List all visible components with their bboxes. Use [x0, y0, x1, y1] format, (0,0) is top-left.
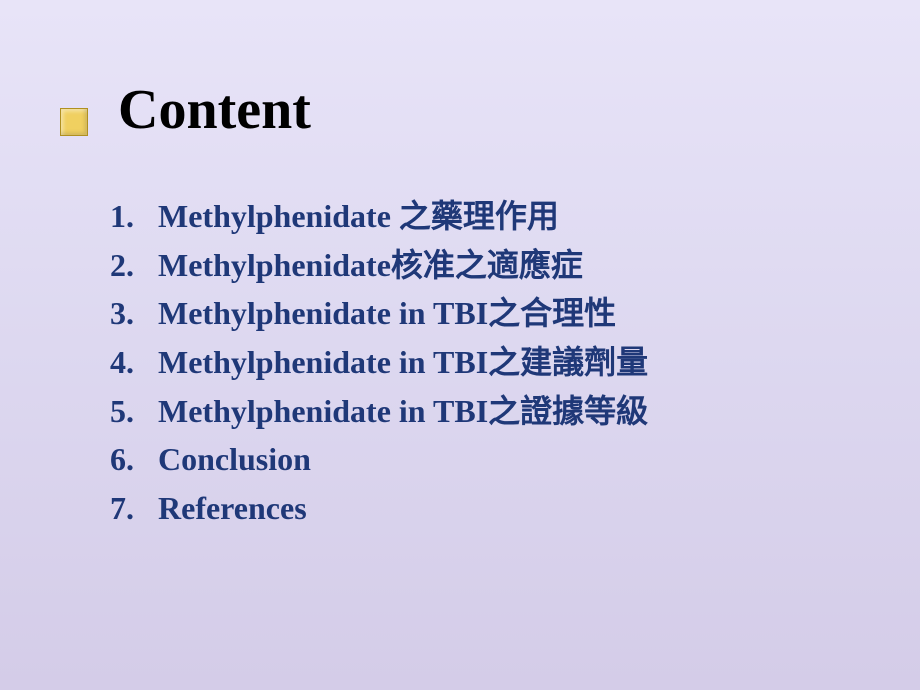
list-item: Methylphenidate in TBI之建議劑量 [110, 338, 648, 387]
title-bullet-icon [60, 108, 88, 136]
list-item: Conclusion [110, 435, 648, 484]
list-item: Methylphenidate 之藥理作用 [110, 192, 648, 241]
content-list: Methylphenidate 之藥理作用 Methylphenidate核准之… [110, 192, 648, 532]
list-item: Methylphenidate in TBI之合理性 [110, 289, 648, 338]
list-item: Methylphenidate核准之適應症 [110, 241, 648, 290]
list-item: Methylphenidate in TBI之證據等級 [110, 387, 648, 436]
slide-title: Content [118, 78, 311, 142]
list-item: References [110, 484, 648, 533]
slide-container: Content Methylphenidate 之藥理作用 Methylphen… [0, 0, 920, 690]
